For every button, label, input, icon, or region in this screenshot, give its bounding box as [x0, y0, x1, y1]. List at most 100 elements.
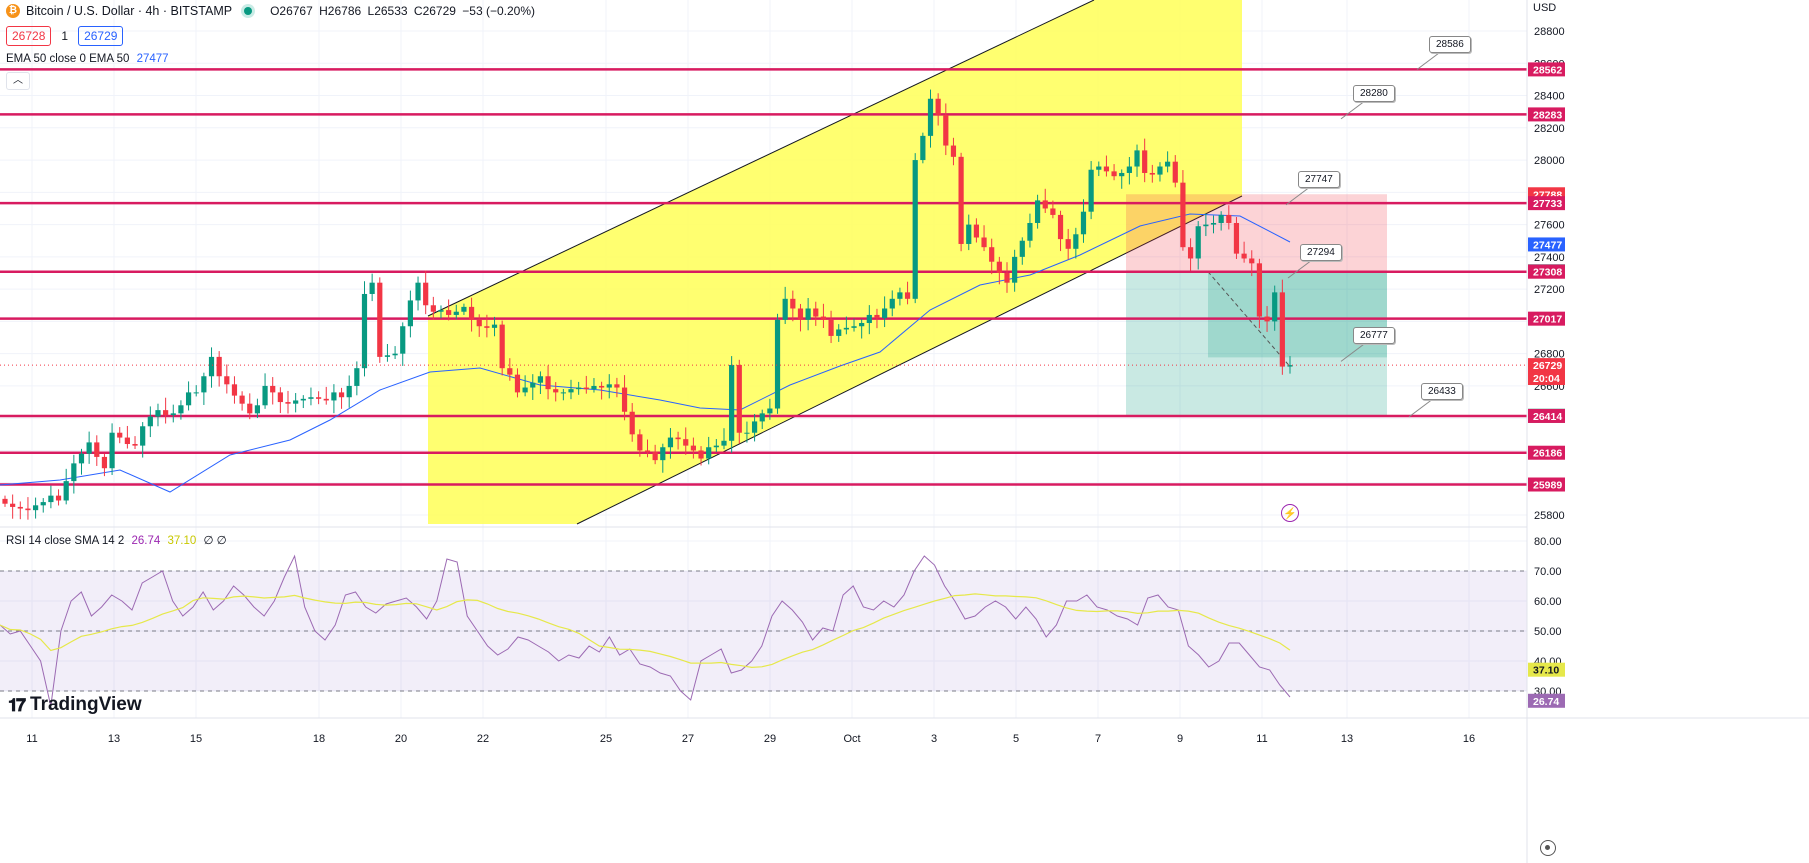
candle	[63, 468, 69, 505]
rsi-legend[interactable]: RSI 14 close SMA 14 2 26.74 37.10 ∅ ∅	[6, 533, 227, 547]
candle-body	[170, 413, 176, 415]
ema-legend[interactable]: EMA 50 close 0 EMA 50 27477	[6, 53, 169, 65]
price-tag	[1528, 477, 1565, 492]
candle	[1126, 157, 1132, 185]
candle	[897, 287, 903, 306]
candle-body	[369, 282, 375, 294]
candle	[996, 256, 1002, 285]
candle	[476, 314, 482, 337]
lightning-icon[interactable]: ⚡	[1281, 504, 1299, 522]
price-tag-label: 28283	[1533, 109, 1562, 121]
candle-body	[1126, 166, 1132, 173]
candle	[1042, 188, 1048, 213]
price-callout[interactable]: 26777	[1353, 327, 1395, 345]
candle-body	[300, 398, 306, 401]
candle	[1103, 155, 1110, 177]
candle	[966, 214, 972, 251]
candle	[132, 436, 138, 450]
candle-body	[415, 282, 421, 301]
candle	[48, 485, 54, 509]
candle-body	[94, 442, 100, 457]
candle	[300, 395, 306, 409]
candle-body	[346, 385, 352, 398]
settings-icon[interactable]	[1540, 840, 1556, 856]
candle	[78, 448, 85, 475]
candle-body	[652, 452, 658, 461]
price-callout[interactable]: 28586	[1429, 35, 1471, 53]
candle-body	[384, 355, 391, 357]
candle-body	[193, 392, 199, 394]
spread-value: 1	[61, 29, 69, 43]
candle	[430, 296, 436, 320]
candle-body	[805, 308, 811, 320]
candle-body	[1210, 222, 1217, 225]
time-tick-label: 11	[26, 733, 37, 745]
candle	[1264, 306, 1270, 332]
candle-body	[675, 437, 681, 440]
close-value: C26729	[413, 4, 456, 18]
price-callout[interactable]: 28280	[1353, 84, 1395, 102]
candle	[254, 398, 261, 419]
candle-body	[71, 463, 77, 482]
symbol-title[interactable]: Bitcoin / U.S. Dollar · 4h · BITSTAMP	[26, 4, 233, 18]
candle-body	[140, 426, 146, 446]
high-value: H26786	[319, 4, 362, 18]
buy-button[interactable]: 26729	[78, 26, 124, 46]
candle	[178, 400, 184, 420]
price-callout[interactable]: 27747	[1298, 170, 1340, 188]
candle	[790, 290, 796, 322]
candle	[239, 391, 245, 411]
candle	[40, 498, 46, 513]
candle-body	[637, 434, 643, 451]
candle	[1019, 237, 1025, 265]
candle-body	[1073, 234, 1079, 249]
candle	[71, 454, 77, 494]
rsi-value-tag-label: 37.10	[1533, 665, 1559, 677]
candle	[958, 152, 964, 252]
candle-body	[323, 398, 329, 401]
time-tick-label: 20	[395, 733, 407, 745]
candle	[767, 398, 773, 420]
candle	[185, 381, 192, 411]
candle-body	[1241, 253, 1247, 259]
candle	[361, 281, 368, 377]
bitcoin-icon: ₿	[6, 4, 20, 18]
candle	[277, 387, 283, 414]
price-tag-label: 27017	[1533, 314, 1562, 326]
candle-body	[514, 374, 521, 393]
candle	[1080, 199, 1087, 243]
candle	[614, 377, 620, 398]
candle-body	[224, 376, 230, 385]
time-tick-label: Oct	[843, 733, 860, 745]
candle-body	[392, 353, 398, 356]
price-callout[interactable]: 27294	[1300, 243, 1342, 261]
price-tag-label: 26186	[1533, 448, 1562, 460]
candle-body	[751, 421, 758, 433]
candle	[94, 435, 100, 466]
candle-body	[820, 316, 827, 320]
candle-body	[912, 160, 918, 299]
candle	[346, 375, 352, 408]
candle-body	[690, 445, 696, 451]
candle	[86, 431, 92, 464]
candle-body	[2, 498, 8, 504]
collapse-legend-button[interactable]: ︿	[6, 72, 30, 90]
candle	[644, 439, 651, 458]
candle	[1195, 221, 1201, 270]
candle	[308, 387, 314, 406]
candle-body	[851, 326, 857, 328]
candle-body	[744, 432, 750, 434]
rsi-tick-label: 70.00	[1534, 566, 1562, 578]
candle	[507, 358, 513, 381]
candle	[729, 356, 735, 453]
candle	[1149, 164, 1155, 183]
currency-label[interactable]: USD	[1533, 2, 1556, 14]
sell-button[interactable]: 26728	[6, 26, 52, 46]
candle	[170, 404, 176, 423]
time-tick-label: 7	[1095, 733, 1101, 745]
price-axis-bg	[1527, 0, 1809, 863]
candle	[545, 365, 551, 400]
candle	[751, 414, 758, 442]
price-callout[interactable]: 26433	[1421, 382, 1463, 400]
